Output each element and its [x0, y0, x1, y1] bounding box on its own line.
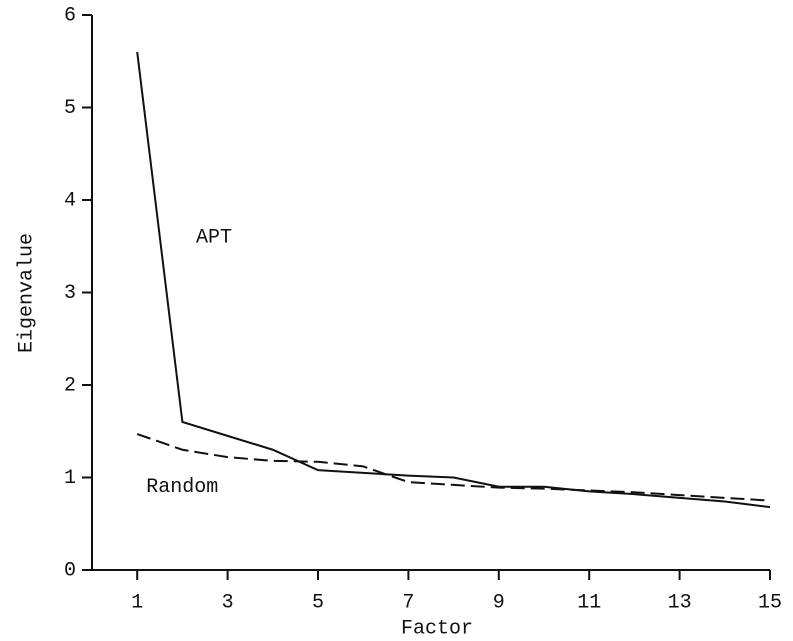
y-tick-label: 6: [64, 4, 76, 27]
series-line: [136, 51, 771, 509]
series-line: [136, 433, 771, 502]
series-label: APT: [196, 226, 232, 249]
y-tick-label: 2: [64, 374, 76, 397]
y-tick-label: 4: [64, 189, 76, 212]
x-tick-label: 3: [222, 591, 234, 614]
x-axis-label: Factor: [401, 617, 473, 640]
x-tick-label: 13: [668, 591, 692, 614]
x-tick-label: 1: [131, 591, 143, 614]
x-tick-label: 11: [577, 591, 601, 614]
y-axis-label: Eigenvalue: [15, 233, 38, 353]
series-label: Random: [146, 476, 218, 499]
y-tick-label: 5: [64, 97, 76, 120]
x-tick-label: 7: [402, 591, 414, 614]
x-tick-label: 9: [493, 591, 505, 614]
y-tick-label: 3: [64, 282, 76, 305]
x-tick-label: 5: [312, 591, 324, 614]
y-tick-label: 0: [64, 559, 76, 582]
y-tick-label: 1: [64, 467, 76, 490]
x-tick-label: 15: [758, 591, 782, 614]
